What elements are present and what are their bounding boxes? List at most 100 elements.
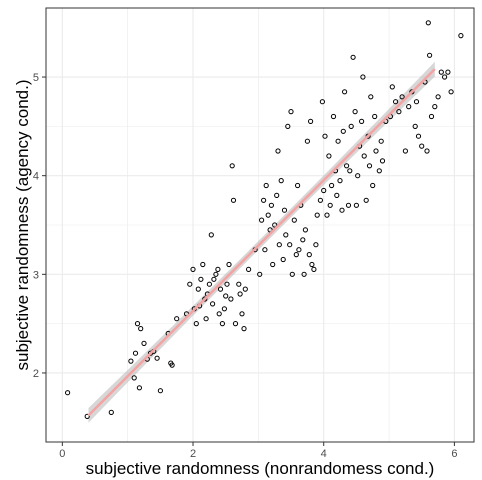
data-point: [65, 390, 71, 396]
data-point: [370, 182, 376, 189]
data-point: [334, 192, 340, 198]
data-point: [229, 163, 235, 169]
y-axis-title: subjective randomness (agency cond.): [13, 79, 32, 370]
data-point: [352, 109, 358, 115]
data-point: [224, 281, 230, 287]
data-point: [345, 202, 352, 208]
data-point: [226, 261, 232, 268]
data-point: [329, 182, 335, 189]
data-point: [379, 158, 386, 164]
data-point: [337, 178, 343, 184]
data-point: [309, 261, 315, 268]
data-point: [276, 242, 282, 248]
data-point: [228, 296, 234, 302]
data-point: [267, 227, 273, 233]
data-point: [326, 153, 332, 159]
data-point: [291, 217, 297, 223]
data-point: [132, 350, 139, 356]
x-tick-label: 6: [451, 448, 457, 460]
data-point: [131, 375, 137, 381]
data-point: [203, 316, 209, 322]
data-point: [288, 109, 294, 115]
data-point: [210, 301, 216, 307]
data-point: [84, 413, 90, 419]
data-point: [393, 99, 399, 105]
data-point: [378, 138, 384, 144]
data-point: [319, 99, 325, 105]
data-point: [304, 138, 310, 144]
data-point: [242, 286, 248, 292]
data-point: [289, 271, 295, 277]
data-point: [373, 148, 379, 154]
data-point: [458, 33, 464, 39]
data-point: [169, 362, 175, 368]
data-point: [283, 232, 289, 238]
data-point: [322, 133, 328, 139]
data-point: [287, 242, 293, 248]
data-point: [217, 286, 224, 292]
data-point: [419, 143, 425, 149]
data-point: [301, 271, 307, 277]
data-point: [265, 212, 271, 218]
data-point: [425, 20, 431, 26]
x-axis-ticks: 0 2 4 6: [59, 442, 457, 460]
data-point: [438, 69, 444, 75]
y-tick-label: 4: [33, 171, 39, 183]
data-point: [376, 168, 382, 174]
data-point: [187, 281, 193, 287]
data-point: [200, 261, 206, 268]
data-point: [202, 296, 208, 302]
data-point: [275, 148, 281, 154]
data-point: [216, 311, 222, 317]
grid-major: [46, 8, 474, 442]
data-point: [413, 99, 420, 105]
y-tick-label: 2: [33, 368, 39, 380]
data-point: [274, 192, 280, 198]
data-point: [321, 187, 327, 194]
data-point: [427, 52, 433, 58]
data-point: [190, 266, 196, 272]
data-point: [157, 388, 163, 394]
data-point: [389, 84, 395, 90]
data-point: [236, 281, 242, 287]
data-point: [339, 207, 345, 213]
data-point: [259, 217, 265, 223]
data-point: [347, 168, 353, 174]
data-point: [302, 227, 308, 233]
data-point: [239, 311, 245, 317]
data-point: [213, 271, 219, 277]
data-point: [396, 109, 402, 115]
data-point: [372, 113, 378, 120]
data-point: [206, 281, 212, 287]
data-point: [435, 94, 441, 100]
x-tick-label: 0: [59, 448, 65, 460]
data-point: [174, 316, 180, 322]
data-point: [263, 182, 269, 189]
data-point: [241, 326, 247, 332]
data-point: [138, 326, 144, 332]
data-point: [278, 178, 284, 184]
data-point: [348, 123, 354, 130]
data-point: [350, 54, 356, 60]
data-point: [128, 358, 134, 364]
data-point: [136, 385, 142, 391]
data-point: [445, 69, 451, 75]
data-point: [311, 266, 317, 272]
data-point: [193, 321, 199, 327]
data-point: [335, 138, 341, 144]
data-point: [257, 271, 263, 277]
data-point: [108, 409, 114, 415]
x-tick-label: 4: [321, 448, 327, 460]
data-point: [272, 222, 278, 228]
data-point: [402, 148, 408, 154]
data-point: [219, 321, 225, 327]
y-axis-ticks: 2 3 4 5: [33, 72, 46, 380]
data-point: [198, 276, 204, 282]
data-point: [313, 242, 319, 248]
data-point: [360, 74, 366, 80]
data-point: [141, 340, 147, 346]
data-point: [308, 118, 314, 125]
data-point: [211, 276, 217, 282]
data-point: [261, 197, 267, 203]
data-point: [442, 74, 448, 80]
